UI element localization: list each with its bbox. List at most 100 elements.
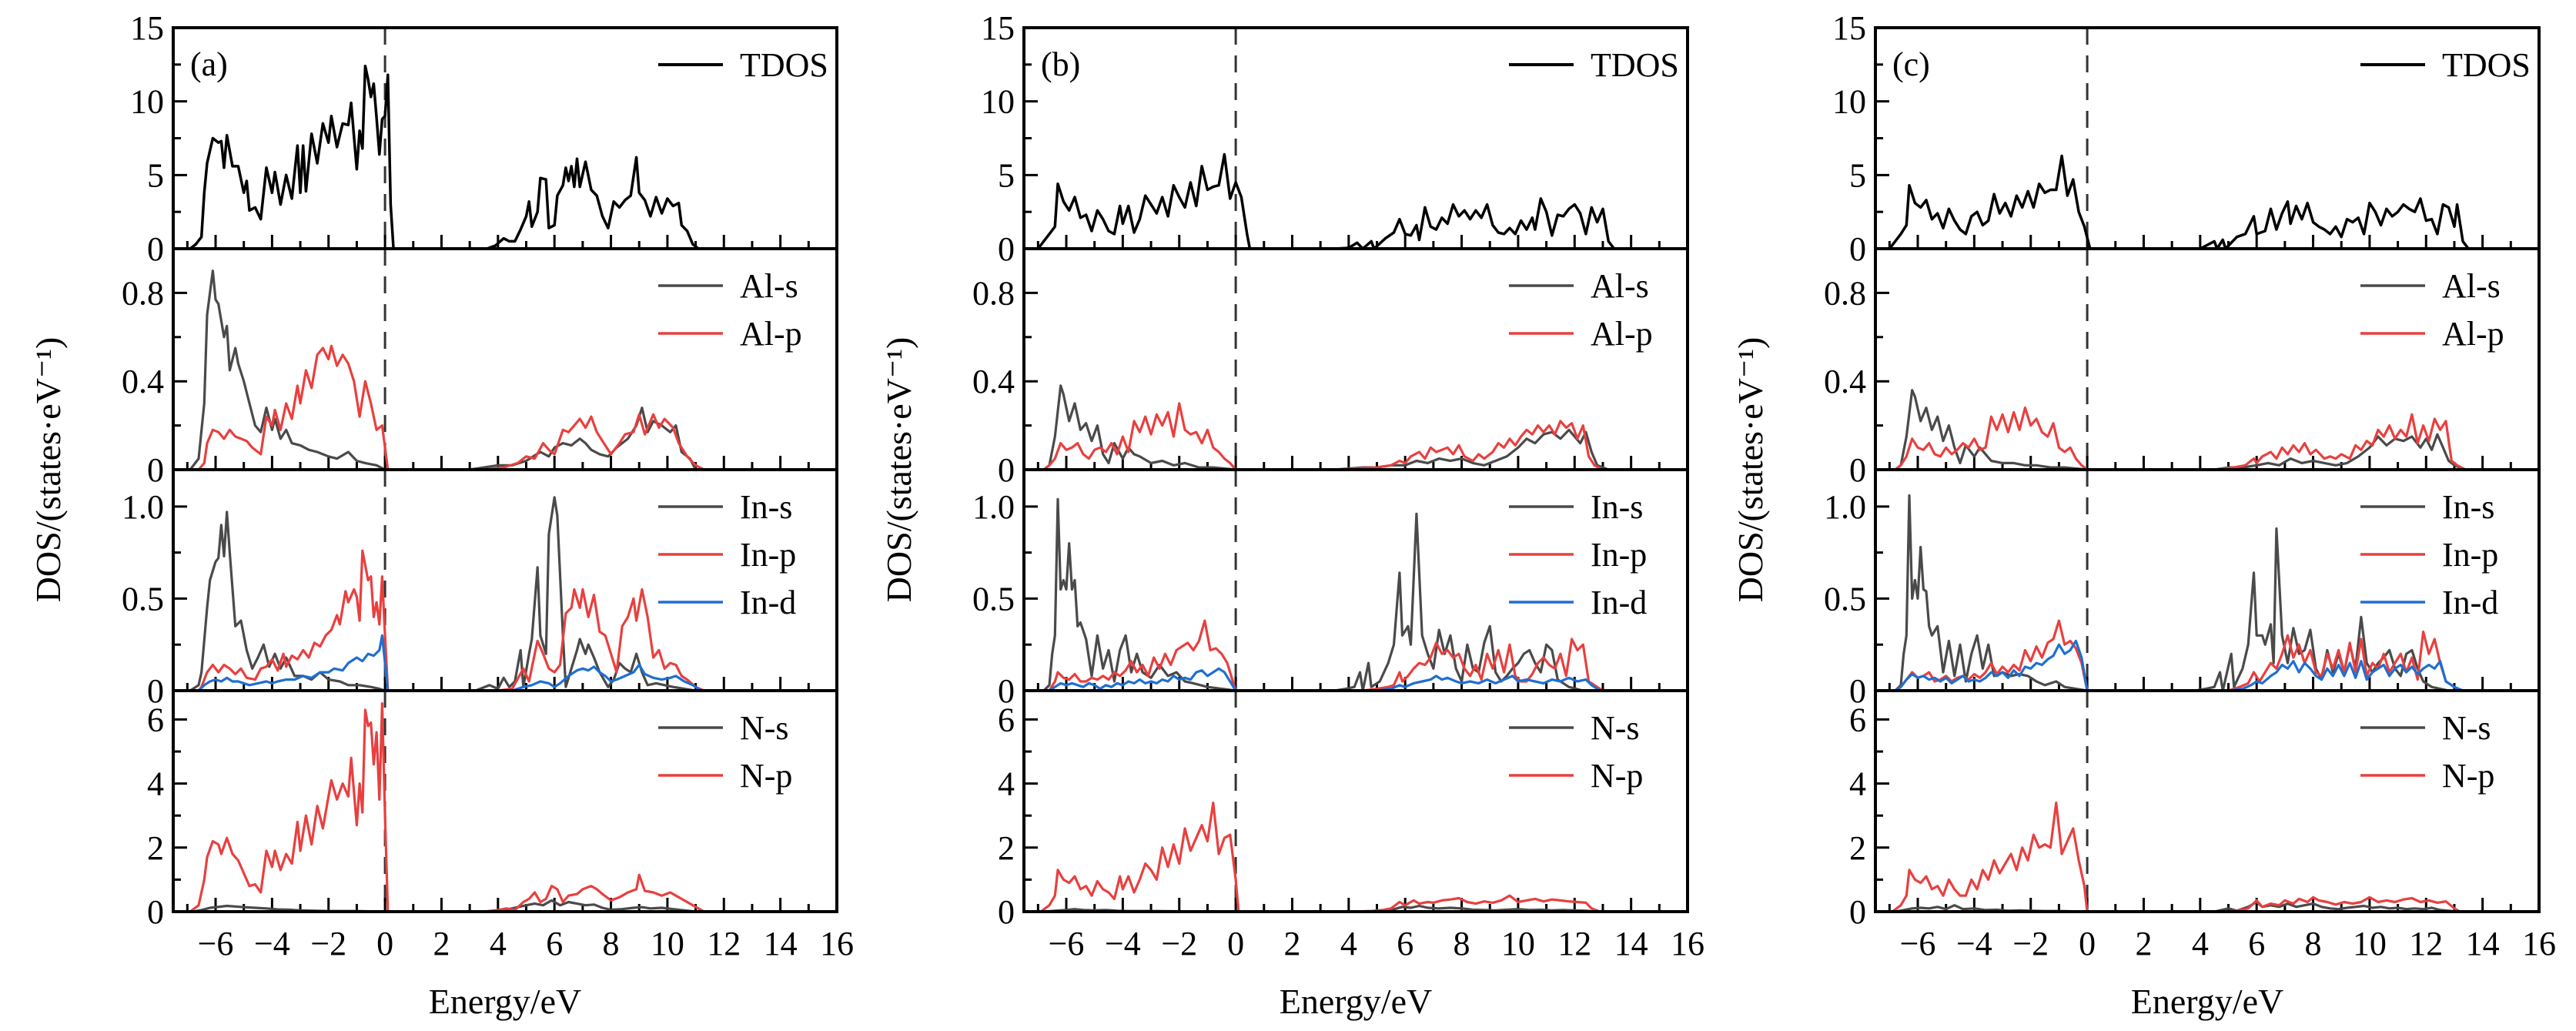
y-tick-label: 0.8	[122, 274, 164, 312]
legend-label: Al-p	[2442, 315, 2504, 353]
x-tick-label: −4	[254, 925, 290, 962]
legend-label: N-p	[740, 757, 792, 795]
x-tick-label: 4	[1340, 925, 1357, 962]
series-line-al-s	[2213, 433, 2539, 470]
y-tick-label: 4	[1849, 765, 1866, 803]
x-tick-label: 14	[2466, 925, 2500, 962]
subplot-tdos: 0 5 10 15 TDOS	[981, 9, 1689, 268]
series-line-al-p	[1875, 407, 2539, 470]
y-tick-label: 4	[147, 765, 164, 803]
legend-label: In-p	[740, 536, 796, 574]
x-tick-label: 12	[707, 925, 741, 962]
series-line-in-p	[173, 549, 837, 691]
series-line-al-s	[1024, 384, 1674, 470]
subplot-frame	[172, 247, 838, 471]
panel-c: 0 5 10 15 TDOS 0 0.4 0.8 Al-s Al-p 0 0.5 1.0 In-s In-p…	[1824, 9, 2556, 1021]
y-tick-label: 2	[1849, 829, 1866, 867]
legend-label: TDOS	[2442, 46, 2531, 84]
y-tick-label: 10	[1832, 83, 1866, 121]
x-tick-label: 8	[2305, 925, 2322, 962]
subplot-n: 0 2 4 6 N-s N-p	[1849, 689, 2541, 931]
y-tick-label: 0	[998, 893, 1015, 931]
x-tick-label: 10	[2353, 925, 2387, 962]
subplot-in: 0 0.5 1.0 In-s In-p In-d	[1824, 468, 2541, 710]
series-line-tdos	[1334, 197, 1674, 249]
panel-a: 0 5 10 15 TDOS 0 0.4 0.8 Al-s Al-p 0 0.5 1.0 In-s In-p…	[122, 9, 854, 1021]
x-tick-label: 0	[1227, 925, 1244, 962]
subplot-frame	[1874, 689, 2541, 913]
series-line-al-p	[1334, 420, 1674, 470]
y-tick-label: 0	[1849, 451, 1866, 489]
subplot-frame	[172, 26, 838, 250]
x-tick-label: −4	[1105, 925, 1141, 962]
series-line-al-s	[173, 269, 837, 470]
series-line-in-d	[511, 663, 744, 691]
legend-label: N-s	[1591, 709, 1640, 747]
legend-label: In-s	[740, 488, 792, 526]
x-tick-label: −6	[1049, 925, 1085, 962]
series-line-in-p	[1362, 638, 1674, 691]
series-line-n-p	[2228, 895, 2539, 912]
x-axis-label: Energy/eV	[429, 982, 581, 1021]
subplot-frame	[1874, 26, 2541, 250]
y-axis-label: DOS/(states·eV⁻¹)	[879, 337, 918, 603]
series-line-tdos	[1024, 152, 1688, 249]
subplot-in: 0 0.5 1.0 In-s In-p In-d	[972, 468, 1689, 710]
x-tick-label: 16	[2522, 925, 2556, 962]
legend-label: N-p	[1591, 757, 1643, 795]
series-line-in-d	[173, 634, 837, 691]
y-tick-label: 0.5	[122, 580, 164, 618]
series-line-in-s	[1334, 512, 1674, 691]
legend-label: N-s	[740, 709, 789, 747]
y-tick-label: 0	[998, 451, 1015, 489]
x-tick-label: 4	[490, 925, 507, 962]
series-line-tdos	[486, 156, 744, 249]
subplot-in: 0 0.5 1.0 In-s In-p In-d	[122, 468, 838, 710]
subplot-n: 0 2 4 6 N-s N-p	[147, 689, 838, 931]
x-tick-label: −6	[1900, 925, 1936, 962]
subplot-al: 0 0.4 0.8 Al-s Al-p	[972, 247, 1689, 489]
legend-label: TDOS	[740, 46, 828, 84]
y-tick-label: 0.4	[972, 363, 1015, 400]
panel-label: (c)	[1892, 45, 1930, 83]
y-tick-label: 0	[998, 230, 1015, 268]
x-tick-label: 10	[1501, 925, 1535, 962]
x-tick-label: 6	[2248, 925, 2265, 962]
x-tick-label: 16	[820, 925, 854, 962]
legend-label: In-p	[1591, 536, 1647, 574]
legend-label: In-d	[1591, 584, 1647, 621]
y-tick-label: 0.8	[972, 274, 1015, 312]
y-tick-label: 5	[998, 156, 1015, 194]
x-tick-label: 6	[546, 925, 563, 962]
legend-label: Al-s	[2442, 267, 2501, 305]
y-axis-label: DOS/(states·eV⁻¹)	[1731, 337, 1770, 603]
y-tick-label: 10	[130, 83, 164, 121]
subplot-tdos: 0 5 10 15 TDOS	[130, 9, 838, 268]
x-tick-label: 8	[1454, 925, 1470, 962]
x-tick-label: 2	[1283, 925, 1300, 962]
series-line-n-p	[1875, 802, 2539, 912]
y-tick-label: 0	[1849, 230, 1866, 268]
series-line-al-p	[483, 413, 744, 470]
y-tick-label: 2	[998, 829, 1015, 867]
legend-label: In-d	[740, 584, 796, 621]
x-tick-label: 2	[2135, 925, 2152, 962]
series-line-in-d	[2228, 660, 2539, 691]
y-tick-label: 5	[1849, 156, 1866, 194]
x-axis-label: Energy/eV	[1280, 982, 1432, 1021]
series-line-al-s	[1334, 428, 1674, 470]
subplot-frame	[1022, 26, 1689, 250]
legend-label: TDOS	[1591, 46, 1679, 84]
y-tick-label: 6	[1849, 701, 1866, 738]
y-tick-label: 0	[147, 893, 164, 931]
y-tick-label: 1.0	[1824, 488, 1866, 526]
series-line-tdos	[173, 64, 837, 249]
x-tick-label: 12	[1557, 925, 1591, 962]
subplot-n: 0 2 4 6 N-s N-p	[998, 689, 1689, 931]
x-tick-label: 14	[764, 925, 798, 962]
y-tick-label: 1.0	[122, 488, 164, 526]
y-tick-label: 6	[147, 701, 164, 738]
series-line-in-s	[1875, 494, 2539, 691]
x-tick-label: 14	[1614, 925, 1648, 962]
